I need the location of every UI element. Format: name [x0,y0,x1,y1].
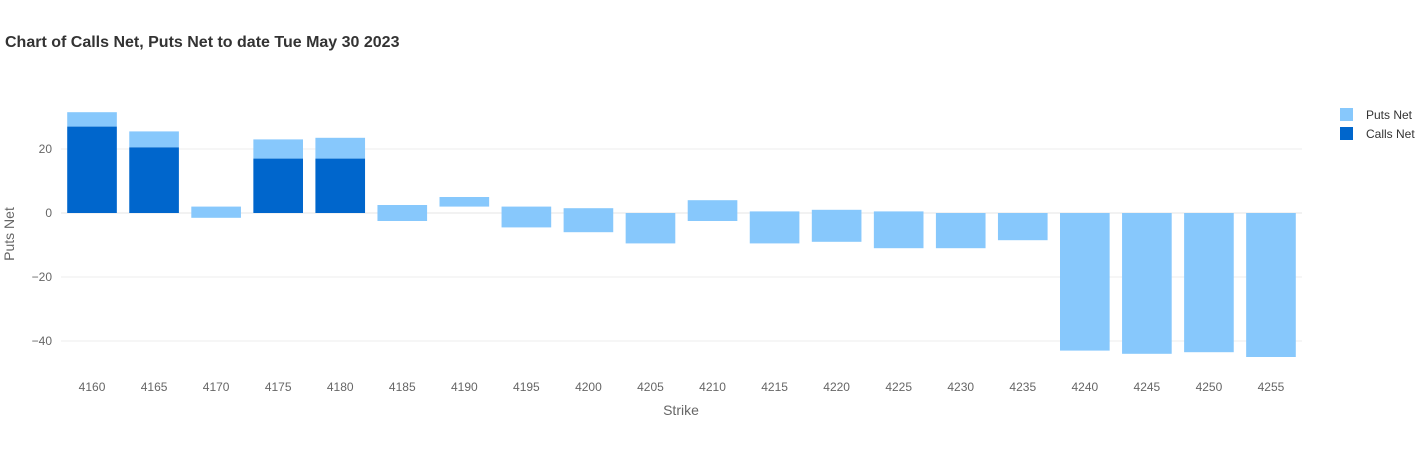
grid-lines [61,148,1302,342]
puts-net-bar-4235[interactable] [997,213,1048,241]
legend: Puts Net Calls Net [1340,108,1415,141]
y-tick-label: −40 [32,334,53,348]
chart-title: Chart of Calls Net, Puts Net to date Tue… [5,34,400,51]
x-axis-ticks: 4160 4165 4170 4175 4180 4185 4190 4195 4200 4205… [79,380,1285,394]
puts-net-bar-4185[interactable] [377,205,428,221]
puts-net-bar-4250[interactable] [1184,213,1234,353]
x-tick-label: 4220 [823,380,850,394]
x-tick-label: 4210 [699,380,726,394]
x-tick-label: 4175 [265,380,292,394]
x-tick-label: 4160 [79,380,106,394]
legend-swatch [1340,108,1353,121]
x-tick-label: 4205 [637,380,664,394]
x-tick-label: 4185 [389,380,416,394]
legend-label: Calls Net [1366,127,1415,141]
puts-net-bar-4220[interactable] [811,209,862,242]
legend-label: Puts Net [1366,108,1413,122]
puts-net-bar-4245[interactable] [1122,213,1172,354]
y-tick-label: 20 [39,142,53,156]
puts-net-bar-4170[interactable] [191,206,241,218]
x-tick-label: 4215 [761,380,788,394]
legend-swatch [1340,127,1353,140]
y-tick-label: 0 [45,206,52,220]
x-tick-label: 4200 [575,380,602,394]
x-tick-label: 4245 [1134,380,1161,394]
x-tick-label: 4250 [1196,380,1223,394]
x-axis-title: Strike [663,402,699,418]
puts-net-bar-4200[interactable] [563,208,614,233]
y-axis-ticks: 20 0 −20 −40 [32,142,53,348]
x-tick-label: 4235 [1009,380,1036,394]
y-axis-title: Puts Net [1,207,17,261]
x-tick-label: 4190 [451,380,478,394]
calls-net-bar-4175[interactable] [253,158,303,213]
puts-net-bar-4255[interactable] [1246,213,1296,357]
legend-item-puts-net[interactable]: Puts Net [1340,108,1413,122]
puts-net-bar-4175[interactable] [253,139,303,159]
puts-net-bar-4180[interactable] [315,137,366,159]
puts-net-bar-4230[interactable] [935,213,986,249]
puts-net-bar-4195[interactable] [501,206,552,228]
x-tick-label: 4170 [203,380,230,394]
x-tick-label: 4230 [947,380,974,394]
x-tick-label: 4225 [885,380,912,394]
puts-net-bar-4225[interactable] [873,211,924,249]
x-tick-label: 4180 [327,380,354,394]
puts-net-bar-4240[interactable] [1060,213,1110,351]
puts-net-bar-4215[interactable] [749,211,800,244]
calls-net-bar-4180[interactable] [315,158,366,213]
puts-net-bar-4190[interactable] [439,197,490,207]
puts-net-bar-4160[interactable] [67,112,117,127]
puts-net-bar-4210[interactable] [687,200,738,221]
calls-net-bar-4160[interactable] [67,126,117,213]
y-tick-label: −20 [32,270,53,284]
puts-net-bar-4205[interactable] [625,213,676,244]
x-tick-label: 4195 [513,380,540,394]
x-tick-label: 4240 [1071,380,1098,394]
legend-item-calls-net[interactable]: Calls Net [1340,127,1415,141]
puts-net-bar-4165[interactable] [129,131,179,148]
calls-net-bar-4165[interactable] [129,147,179,213]
x-tick-label: 4165 [141,380,168,394]
x-tick-label: 4255 [1258,380,1285,394]
bars [67,112,1296,357]
